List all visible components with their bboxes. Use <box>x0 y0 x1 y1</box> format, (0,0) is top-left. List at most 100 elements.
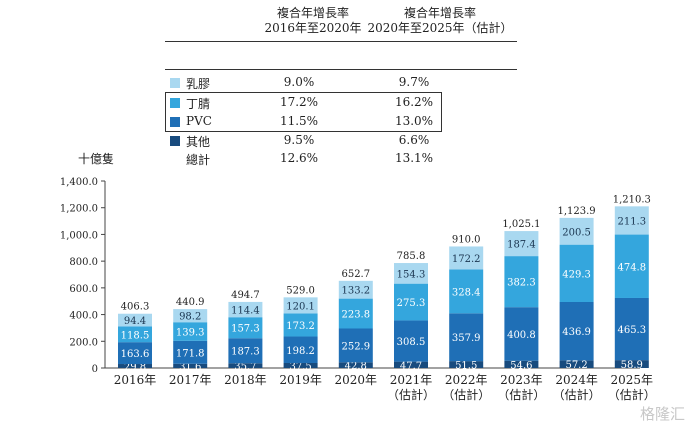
data-label: 275.3 <box>397 298 426 309</box>
legend-label-pvc: PVC <box>186 114 212 128</box>
x-tick-label: 2023年 <box>500 373 543 387</box>
data-label: 357.9 <box>452 333 481 344</box>
x-tick-label: 2022年 <box>445 373 488 387</box>
bar-segment <box>173 363 208 368</box>
data-label: 47.7 <box>400 361 422 372</box>
bar-segment <box>449 269 484 314</box>
bar-segment <box>504 360 539 368</box>
table-top-rule <box>165 41 517 42</box>
data-label: 157.3 <box>231 324 260 335</box>
bar-segment <box>449 313 484 362</box>
legend-label-latex: 乳膠 <box>186 77 211 91</box>
x-tick-label: 2019年 <box>279 373 322 387</box>
total-label: 406.3 <box>121 302 150 313</box>
bar-segment <box>449 361 484 368</box>
x-tick-label: （估計） <box>608 387 656 402</box>
bar-segment <box>228 338 263 364</box>
data-label: 429.3 <box>562 269 591 280</box>
y-tick-label: 1,200.0 <box>60 204 98 215</box>
total-label: 1,025.1 <box>502 219 540 230</box>
bar-segment <box>228 317 263 339</box>
highlight-box <box>165 92 442 132</box>
y-tick-label: 1,000.0 <box>60 230 98 241</box>
data-label: 58.9 <box>621 360 643 371</box>
unit-label: 十億隻 <box>78 152 115 166</box>
data-label: 42.8 <box>345 361 367 372</box>
y-tick-label: 600.0 <box>69 284 98 295</box>
total-label: 652.7 <box>341 269 370 280</box>
y-tick-label: 800.0 <box>69 257 98 268</box>
data-label: 172.2 <box>452 254 481 265</box>
data-label: 198.2 <box>286 346 315 357</box>
bar-segment <box>228 301 263 318</box>
bar-segment <box>338 362 373 368</box>
data-label: 57.2 <box>565 360 587 371</box>
x-tick-label: （估計） <box>442 387 490 402</box>
bar-segment <box>283 336 318 363</box>
bar-segment <box>118 342 152 365</box>
cagr-header-2016-2020: 複合年增長率 2016年至2020年 <box>258 6 368 36</box>
bar-segment <box>614 360 649 368</box>
cagr-header-2020-2025-line1: 複合年增長率 <box>403 6 476 20</box>
cagr-header-2020-2025-line2: 2020年至2025年（估計） <box>367 21 513 35</box>
total-label: 529.0 <box>286 285 315 296</box>
data-label: 31.6 <box>179 362 201 373</box>
data-label: 120.1 <box>286 301 315 312</box>
cagr-other-2016-2020: 9.5% <box>283 133 315 147</box>
legend-row-nitrile: 丁腈 17.2% 16.2% <box>166 93 466 113</box>
data-label: 382.3 <box>507 278 536 289</box>
bar-segment <box>283 362 318 368</box>
bar-segment <box>559 302 594 361</box>
bar-segment <box>338 298 373 329</box>
y-tick-label: 0 <box>92 364 98 375</box>
data-label: 29.8 <box>124 362 146 373</box>
bar-segment <box>559 217 594 245</box>
data-label: 474.8 <box>617 262 646 273</box>
total-label: 494.7 <box>231 290 260 301</box>
data-label: 436.9 <box>562 327 591 338</box>
legend-row-pvc: PVC 11.5% 13.0% <box>166 112 466 132</box>
bar-segment <box>173 322 208 341</box>
legend-swatch-latex <box>170 78 180 88</box>
watermark-text: 格隆汇 <box>639 405 685 423</box>
bar-segment <box>228 363 263 368</box>
bar-segment <box>504 307 539 361</box>
bar-segment <box>394 361 428 368</box>
cagr-header-2016-2020-line2: 2016年至2020年 <box>264 21 362 35</box>
bar-segment <box>394 320 428 362</box>
data-label: 465.3 <box>617 325 646 336</box>
legend-label-other: 其他 <box>186 135 211 149</box>
data-label: 139.3 <box>176 328 205 339</box>
x-tick-label: 2021年 <box>390 373 433 387</box>
y-tick-label: 400.0 <box>69 311 98 322</box>
legend-row-latex: 乳膠 9.0% 9.7% <box>166 73 466 93</box>
bar-segment <box>173 340 208 364</box>
cagr-latex-2016-2020: 9.0% <box>283 75 315 89</box>
table-header-rule <box>165 69 517 70</box>
data-label: 118.5 <box>121 330 150 341</box>
x-tick-label: 2020年 <box>335 373 378 387</box>
data-label: 133.2 <box>341 286 370 297</box>
bar-segment <box>283 297 318 314</box>
x-tick-label: 2025年 <box>611 373 654 387</box>
data-label: 223.8 <box>341 310 370 321</box>
data-label: 187.4 <box>507 240 536 251</box>
x-tick-label: 2016年 <box>114 373 157 387</box>
legend-row-total: 總計 12.6% 13.1% <box>166 149 466 169</box>
data-label: 154.3 <box>397 269 426 280</box>
legend-label-total: 總計 <box>186 153 211 167</box>
legend-row-other: 其他 9.5% 6.6% <box>166 131 466 151</box>
data-label: 308.5 <box>397 337 426 348</box>
bar-segment <box>614 234 649 298</box>
bar-segment <box>118 326 152 343</box>
bar-segment <box>614 206 649 235</box>
data-label: 114.4 <box>231 306 260 317</box>
bar-segment <box>504 231 539 257</box>
data-label: 187.3 <box>231 347 260 358</box>
cagr-nitrile-2016-2020: 17.2% <box>279 95 319 109</box>
data-label: 98.2 <box>179 312 201 323</box>
bar-segment <box>173 309 208 323</box>
cagr-total-2016-2020: 12.6% <box>279 151 319 165</box>
x-tick-label: 2017年 <box>169 373 212 387</box>
